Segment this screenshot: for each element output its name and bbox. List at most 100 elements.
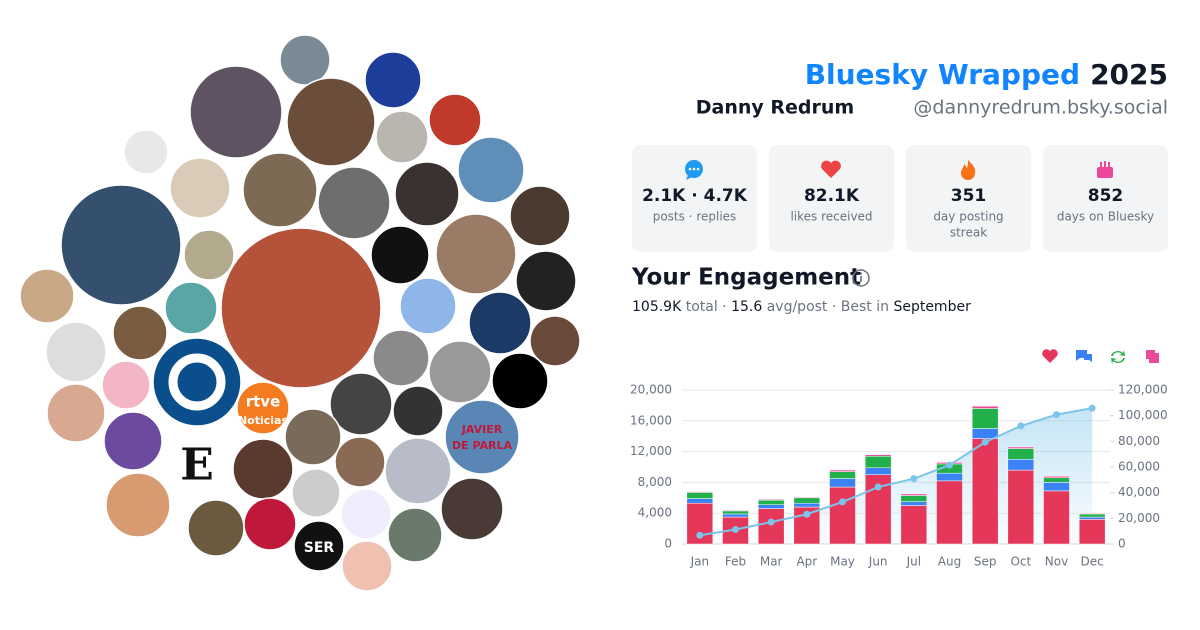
summary-part: September [893, 299, 971, 315]
stat-value: 852 [1088, 186, 1124, 206]
avatar[interactable] [384, 437, 452, 505]
stat-value: 82.1K [804, 186, 860, 206]
avatar-logo-text: rtve [246, 393, 281, 411]
avatar[interactable] [101, 360, 151, 410]
bar-segment [829, 471, 856, 479]
avatar[interactable] [444, 399, 520, 475]
avatar[interactable] [329, 372, 393, 436]
avatar-logo-text: SER [304, 540, 335, 556]
avatar[interactable] [105, 472, 171, 538]
avatar[interactable] [183, 229, 235, 281]
avatar[interactable] [236, 381, 290, 435]
legend-icon[interactable] [1146, 350, 1159, 363]
engagement-chart: 0 4,000 8,000 12,000 16,000 20,000 0 20,000 40,0… [630, 383, 1168, 569]
avatar[interactable] [392, 385, 444, 437]
avatar[interactable] [169, 157, 231, 219]
cumulative-point [1017, 422, 1025, 430]
avatar[interactable] [103, 411, 163, 471]
summary-part: avg/post · Best in [762, 299, 893, 315]
y2-tick-label: 120,000 [1118, 383, 1168, 397]
bar-segment [686, 491, 714, 493]
avatar[interactable] [387, 507, 443, 563]
avatar[interactable] [187, 499, 245, 557]
avatar[interactable] [428, 340, 492, 404]
avatar[interactable] [46, 383, 106, 443]
avatar[interactable] [19, 268, 75, 324]
cumulative-point [910, 475, 918, 483]
x-tick-label: Mar [760, 555, 783, 569]
icon-flame [961, 160, 976, 180]
avatar[interactable] [529, 315, 581, 367]
avatar[interactable] [284, 408, 342, 466]
avatar[interactable] [112, 305, 168, 361]
avatar[interactable] [60, 184, 182, 306]
bar-segment [900, 505, 928, 545]
bar-segment [1007, 448, 1035, 460]
avatar[interactable] [170, 438, 224, 492]
cumulative-point [874, 483, 882, 491]
avatar[interactable] [334, 436, 386, 488]
bar-segment [757, 499, 785, 501]
y2-tick-label: 0 [1118, 537, 1126, 551]
avatar[interactable] [509, 185, 571, 247]
bar-segment [936, 472, 963, 482]
avatar[interactable] [428, 93, 482, 147]
avatar[interactable] [399, 277, 457, 335]
info-icon[interactable] [852, 269, 870, 287]
avatar[interactable] [232, 438, 294, 500]
avatar[interactable] [243, 497, 297, 551]
avatar[interactable] [435, 213, 517, 295]
x-tick-label: Apr [796, 555, 817, 569]
avatar[interactable] [491, 352, 549, 410]
x-tick-label: Aug [938, 555, 961, 569]
x-tick-label: May [830, 555, 855, 569]
avatar[interactable] [375, 110, 429, 164]
avatar[interactable] [317, 166, 391, 240]
brand-title: Bluesky Wrapped [805, 58, 1080, 91]
avatar[interactable] [394, 161, 460, 227]
legend-icon[interactable] [1042, 349, 1058, 363]
avatar[interactable] [286, 77, 376, 167]
avatar[interactable] [341, 540, 393, 592]
card [632, 145, 757, 252]
avatar[interactable] [372, 329, 430, 387]
stat-label: posts · replies [653, 210, 737, 224]
avatar[interactable] [340, 488, 392, 540]
avatar[interactable] [291, 468, 341, 518]
avatar[interactable] [293, 520, 345, 572]
summary-part: total · [681, 299, 731, 315]
bar-segment [1078, 516, 1106, 520]
bar-segment [1007, 459, 1035, 471]
y-tick-label: 8,000 [638, 475, 672, 489]
bar-segment [864, 454, 892, 457]
bar-segment [722, 510, 749, 515]
legend-icon[interactable] [1076, 350, 1092, 362]
avatar[interactable] [440, 477, 504, 541]
avatar[interactable] [279, 34, 331, 86]
avatar[interactable] [123, 129, 169, 175]
legend-icon[interactable] [1111, 350, 1125, 364]
avatar[interactable] [189, 65, 283, 159]
bar-segment [900, 501, 928, 506]
bar-segment [829, 478, 856, 488]
bar-segment [1078, 512, 1106, 515]
avatar[interactable] [364, 51, 422, 109]
icon-chat [685, 160, 703, 180]
x-tick-label: Jun [868, 555, 888, 569]
avatar[interactable] [45, 321, 107, 383]
handle: @dannyredrum.bsky.social [913, 97, 1168, 119]
avatar[interactable] [370, 225, 430, 285]
avatar[interactable] [468, 291, 532, 355]
avatar[interactable] [457, 136, 525, 204]
avatar[interactable] [515, 250, 577, 312]
avatar[interactable] [242, 152, 318, 228]
avatar[interactable] [220, 227, 382, 389]
avatar[interactable] [152, 337, 242, 427]
bar-segment [793, 496, 821, 499]
stat-value: 2.1K · 4.7K [642, 186, 748, 206]
avatar[interactable] [164, 281, 218, 335]
x-tick-label: Sep [974, 555, 997, 569]
x-tick-label: Oct [1010, 555, 1031, 569]
